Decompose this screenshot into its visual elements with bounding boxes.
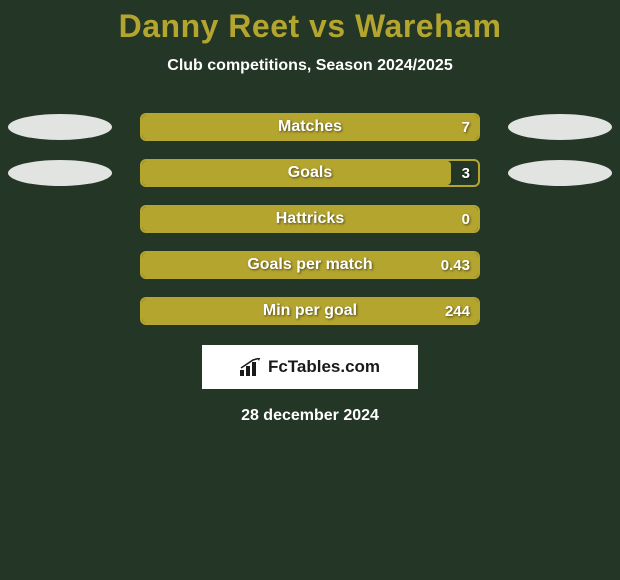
stat-bar (140, 251, 480, 279)
stat-bar-fill (142, 115, 478, 139)
stat-row: Goals3 (0, 159, 620, 187)
stat-bar (140, 205, 480, 233)
stat-row: Goals per match0.43 (0, 251, 620, 279)
player-marker-right (508, 160, 612, 186)
page-subtitle: Club competitions, Season 2024/2025 (0, 57, 620, 75)
stat-bar (140, 159, 480, 187)
stat-rows-container: Matches7 Goals3 Hattricks0 Goals per match0… (0, 113, 620, 325)
player-marker-left (8, 160, 112, 186)
chart-icon (240, 358, 262, 376)
stat-row: Hattricks0 (0, 205, 620, 233)
date-label: 28 december 2024 (0, 407, 620, 425)
stat-bar-fill (142, 207, 478, 231)
player-marker-right (508, 114, 612, 140)
stat-bar (140, 113, 480, 141)
page-title: Danny Reet vs Wareham (0, 0, 620, 45)
stat-bar (140, 297, 480, 325)
stat-row: Min per goal244 (0, 297, 620, 325)
stat-row: Matches7 (0, 113, 620, 141)
infographic-root: Danny Reet vs Wareham Club competitions,… (0, 0, 620, 580)
stat-bar-fill (142, 161, 451, 185)
stat-bar-fill (142, 299, 478, 323)
player-marker-left (8, 114, 112, 140)
stat-bar-fill (142, 253, 478, 277)
brand-badge: FcTables.com (202, 345, 418, 389)
brand-text: FcTables.com (268, 357, 380, 377)
